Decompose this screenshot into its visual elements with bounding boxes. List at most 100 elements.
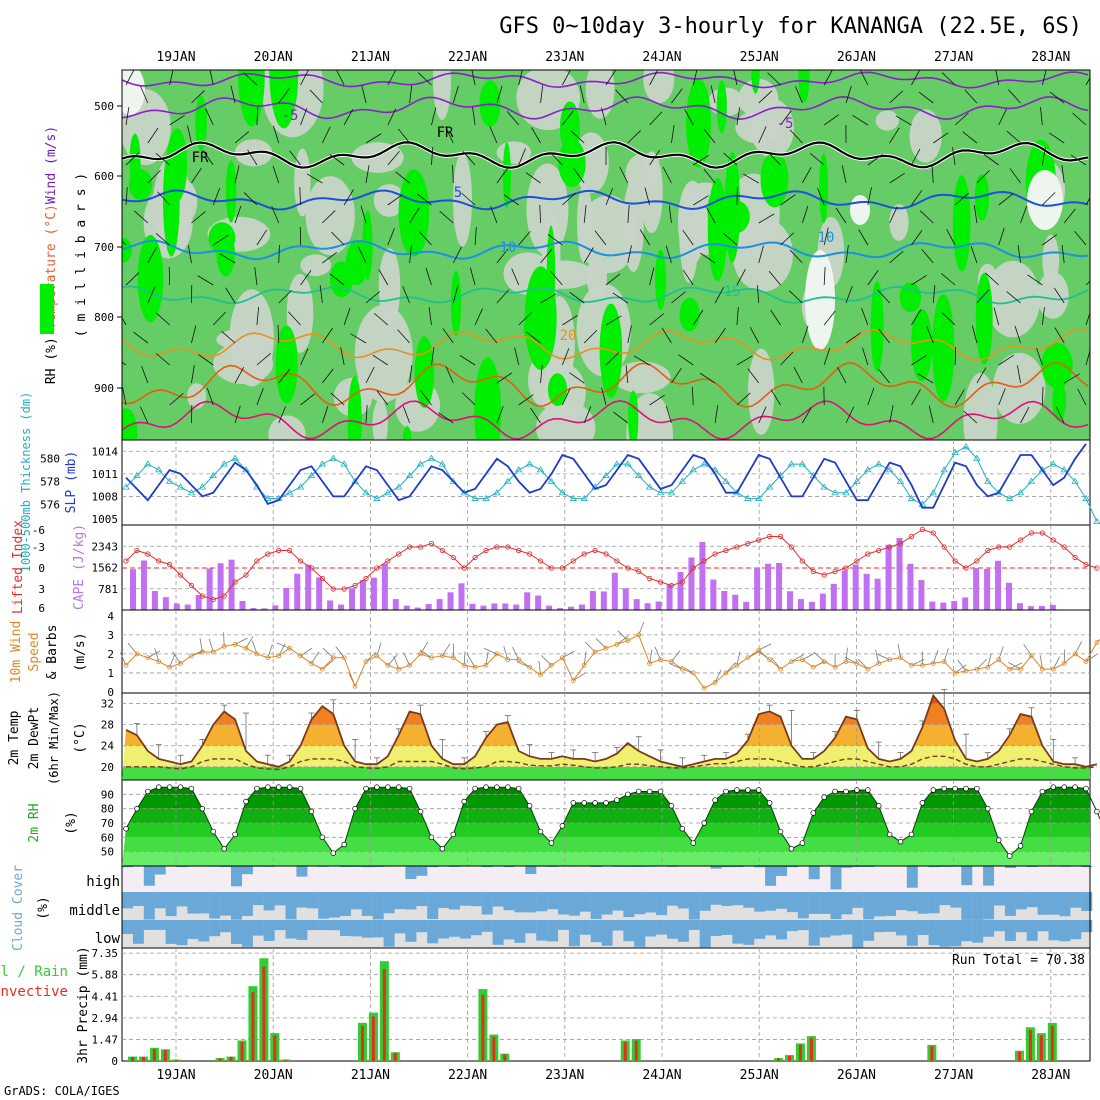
precip-convective-bar (382, 969, 386, 1061)
thickness-marker (165, 477, 174, 484)
thickness-marker (624, 460, 632, 467)
wind-barb (1053, 287, 1065, 304)
cloud-level-label: low (95, 931, 121, 947)
wind-barb (569, 291, 585, 304)
wind-barb (768, 270, 781, 286)
wind-speed-marker (341, 655, 347, 661)
rh-marker (886, 831, 893, 838)
cloud-block (176, 920, 188, 946)
cloud-block (154, 866, 166, 875)
rh-marker (363, 785, 369, 792)
wind-barb (919, 210, 934, 224)
cloud-block (677, 892, 689, 909)
cloud-block (525, 866, 537, 875)
wind-speed-marker (309, 661, 314, 666)
wind-barb (169, 114, 185, 126)
cloud-block (765, 920, 777, 936)
wind-tick-label: 1 (107, 667, 114, 680)
wind-barb (862, 347, 869, 366)
li-marker (592, 547, 598, 554)
pressure-axis-label: ( m i l l i b a r s ) (74, 173, 89, 337)
wind-barb (801, 205, 809, 224)
cape-bar (578, 604, 585, 610)
wind-barb (756, 285, 760, 304)
rh-marker (701, 820, 707, 826)
thickness-marker (755, 494, 763, 501)
li-marker (537, 558, 544, 564)
wind-barb (330, 392, 345, 406)
cape-bar (140, 560, 147, 610)
cloud-block (350, 920, 362, 937)
cloud-block (590, 920, 602, 943)
wind-barb (1063, 208, 1076, 224)
wind-barb (758, 126, 767, 144)
rh-marker (690, 840, 697, 846)
thickness-marker (875, 460, 883, 467)
rh-moist-patch (628, 390, 639, 440)
wind-barb (431, 347, 435, 366)
slp-panel: 580 578 576 1014 1011 1008 1005 1000-500mb Thi… (19, 392, 1100, 572)
cloud-block (1015, 920, 1027, 933)
li-marker (996, 544, 1002, 550)
wind-barb (562, 192, 577, 206)
cloud-block (808, 892, 820, 914)
cloud-block (994, 892, 1005, 906)
wind-barb (511, 268, 520, 286)
cloud-block (601, 892, 613, 915)
cloud-block (1015, 892, 1027, 910)
thickness-marker (536, 466, 545, 473)
cloud-block (503, 866, 515, 868)
rh-marker (1072, 784, 1078, 790)
cape-bar (239, 601, 246, 610)
temp-unit: (°C) (73, 722, 88, 753)
cloud-block (863, 920, 875, 941)
rh-tick-label: 70 (101, 817, 114, 830)
thickness-marker (493, 489, 501, 496)
wind-barb (1009, 168, 1021, 184)
cloud-block (122, 866, 133, 868)
wind-speed-marker (581, 662, 587, 668)
date-label-top: 24JAN (642, 50, 681, 65)
cape-bar (688, 557, 695, 610)
precip-convective-bar (798, 1044, 802, 1061)
wind-barb (273, 125, 280, 144)
li-marker (396, 551, 402, 557)
thickness-marker (896, 477, 905, 484)
cloud-block (154, 920, 166, 930)
thickness-marker (1093, 517, 1100, 524)
rh-dry-patch (889, 204, 909, 241)
rh-marker (963, 785, 969, 792)
cloud-block (612, 892, 624, 911)
wind-barb (278, 244, 280, 264)
cloud-block (917, 920, 929, 936)
rh-marker (614, 797, 620, 803)
wind-barb (540, 85, 544, 104)
cape-bar (962, 597, 969, 610)
rh-marker (777, 828, 784, 835)
wind-barb (122, 387, 127, 406)
wind-barb (1006, 291, 1021, 304)
wind-barb (605, 188, 613, 206)
wind-speed-marker (843, 659, 849, 664)
cape-bar (370, 577, 377, 610)
wind-speed-marker (287, 645, 293, 651)
wind-barb (615, 89, 629, 104)
date-label-top: 25JAN (740, 50, 779, 65)
wind-barb (452, 164, 454, 184)
precip-convective-bar (284, 1059, 288, 1061)
precip-tick-label: 7.35 (92, 947, 119, 960)
cloud-block (220, 866, 232, 868)
pressure-tick-label: 600 (94, 170, 114, 183)
cape-bar (195, 595, 202, 610)
rh-tick-label: 60 (101, 831, 114, 844)
li-marker (483, 547, 489, 554)
wind-speed-marker (1029, 653, 1034, 659)
contour-label: -5 (282, 108, 299, 124)
wind-barb (518, 312, 532, 326)
wind-barb (387, 151, 400, 166)
wind-speed-marker (1083, 659, 1089, 664)
rh-marker (308, 808, 315, 815)
cloud-block (906, 920, 918, 946)
rh-marker (243, 798, 249, 805)
wind-barb (810, 153, 825, 166)
